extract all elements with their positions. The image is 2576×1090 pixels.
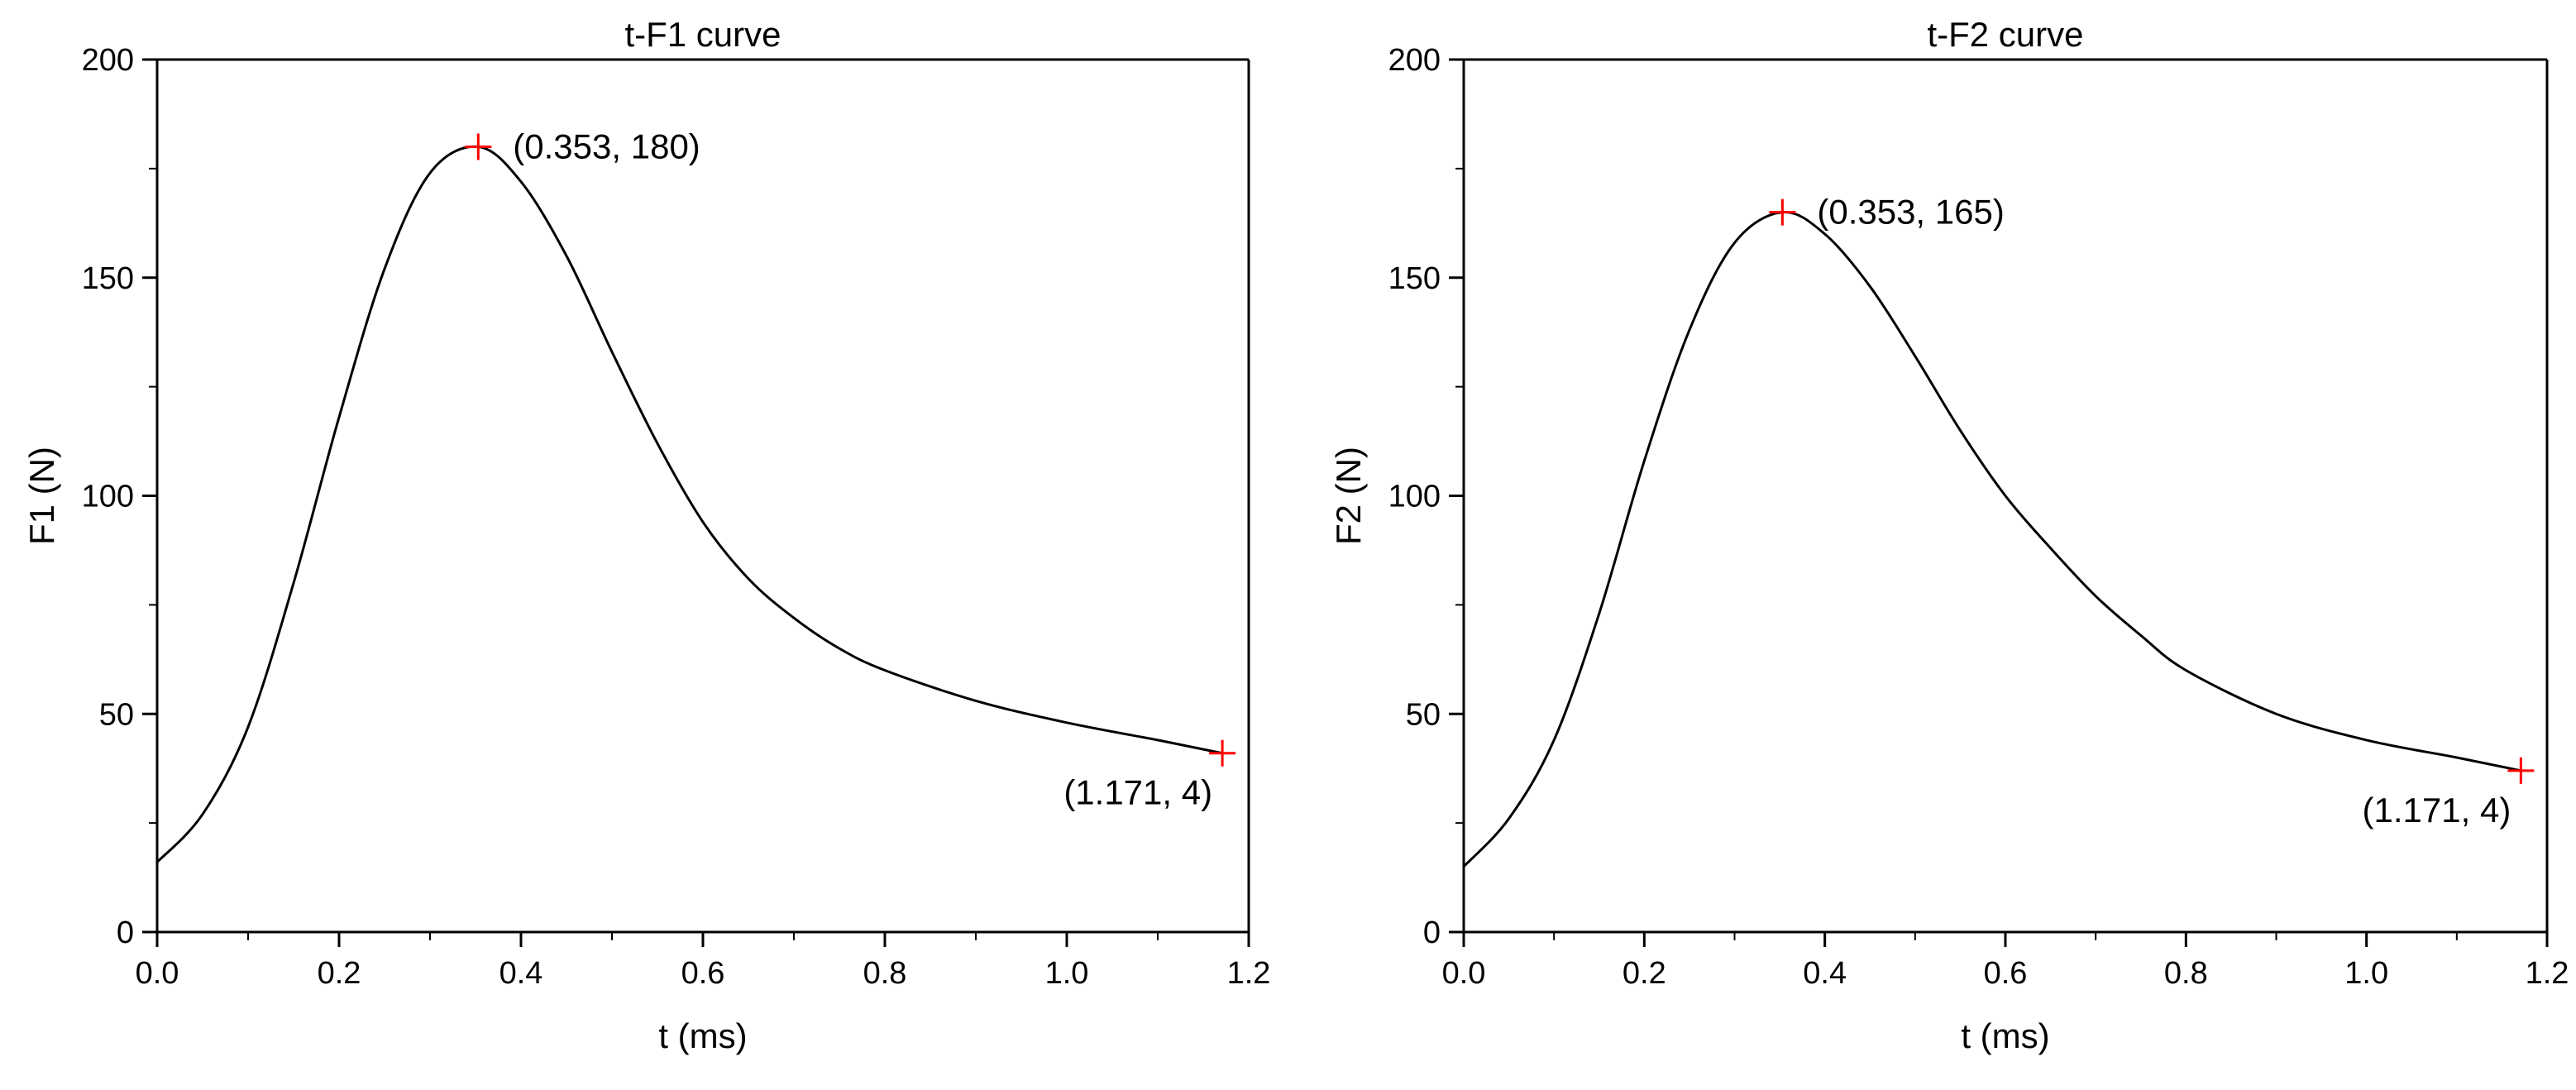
left-y-tick-label: 100 [82, 480, 134, 514]
right-y-tick-label: 0 [1423, 916, 1441, 950]
right-x-tick-label: 0.6 [1984, 956, 2028, 991]
left-y-tick-label: 150 [82, 261, 134, 296]
right-x-tick-label: 0.4 [1803, 956, 1847, 991]
left-chart-title: t-F1 curve [624, 15, 781, 54]
left-x-tick-label: 0.2 [318, 956, 361, 991]
right-x-tick-label: 0.0 [1442, 956, 1486, 991]
right-y-tick-label: 200 [1388, 43, 1441, 78]
left-x-tick-label: 0.0 [136, 956, 179, 991]
left-marker [465, 133, 492, 160]
right-y-axis-label: F2 (N) [1329, 447, 1368, 545]
left-x-tick-label: 0.6 [681, 956, 725, 991]
left-y-tick-label: 50 [99, 697, 134, 732]
right-x-tick-label: 1.2 [2526, 956, 2569, 991]
left-x-tick-label: 0.8 [863, 956, 907, 991]
right-series-line [1462, 211, 2521, 868]
right-x-axis-label: t (ms) [1961, 1016, 2049, 1055]
left-marker-annotation: (0.353, 180) [513, 127, 700, 166]
right-y-tick-label: 150 [1388, 261, 1441, 296]
chart-right: t-F2 curve 0.0 0.2 0.4 0.6 0.8 1.0 1.2 0 50 100 150… [1329, 15, 2569, 1055]
right-chart-title: t-F2 curve [1927, 15, 2083, 54]
right-marker-annotation: (1.171, 4) [2363, 791, 2511, 829]
right-x-tick-label: 0.8 [2164, 956, 2208, 991]
left-x-tick-label: 1.2 [1227, 956, 1271, 991]
left-x-tick-label: 0.4 [499, 956, 543, 991]
left-y-axis-label: F1 (N) [22, 447, 61, 545]
left-y-tick-label: 200 [82, 43, 134, 78]
left-x-axis-label: t (ms) [658, 1016, 747, 1055]
left-x-tick-label: 1.0 [1045, 956, 1089, 991]
right-y-tick-label: 50 [1406, 697, 1441, 732]
right-y-tick-label: 100 [1388, 480, 1441, 514]
right-x-tick-label: 1.0 [2344, 956, 2388, 991]
left-marker [1209, 739, 1236, 767]
left-series-line [155, 145, 1223, 863]
right-marker [1769, 198, 1796, 226]
chart-left: t-F1 curve 0.0 0.2 0.4 0.6 0.8 1.0 1.2 0 50 100 150… [22, 15, 1270, 1055]
right-x-tick-label: 0.2 [1623, 956, 1666, 991]
right-marker [2507, 757, 2535, 784]
right-marker-annotation: (0.353, 165) [1817, 193, 2005, 232]
left-y-tick-label: 0 [117, 916, 134, 950]
left-marker-annotation: (1.171, 4) [1063, 773, 1212, 812]
